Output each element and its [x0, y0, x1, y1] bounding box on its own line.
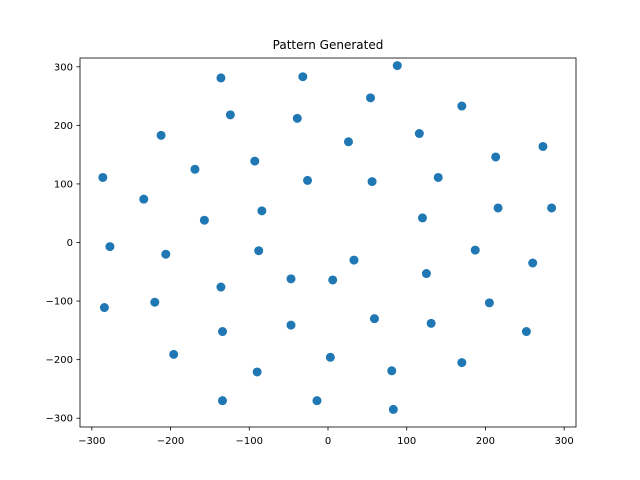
x-tick-label: −200	[157, 436, 184, 447]
scatter-point-22	[417, 213, 427, 223]
x-tick-label: 0	[325, 436, 331, 447]
scatter-point-11	[491, 152, 501, 162]
scatter-point-8	[156, 130, 166, 140]
scatter-point-5	[225, 110, 235, 120]
scatter-point-42	[169, 349, 179, 359]
scatter-point-45	[387, 366, 397, 376]
scatter-point-49	[388, 404, 398, 414]
scatter-point-20	[547, 203, 557, 213]
scatter-point-1	[216, 73, 226, 83]
scatter-point-4	[457, 101, 467, 111]
scatter-point-25	[470, 245, 480, 255]
y-tick-label: 100	[54, 179, 73, 190]
scatter-point-35	[484, 298, 494, 308]
scatter-point-38	[426, 318, 436, 328]
scatter-point-33	[216, 282, 226, 292]
scatter-point-29	[528, 258, 538, 268]
scatter-point-0	[392, 61, 402, 71]
scatter-point-36	[99, 303, 109, 313]
scatter-point-14	[98, 172, 108, 182]
scatter-point-34	[150, 297, 160, 307]
scatter-point-47	[218, 396, 228, 406]
scatter-point-6	[292, 113, 302, 123]
scatter-point-10	[538, 141, 548, 151]
scatter-point-18	[139, 194, 149, 204]
scatter-point-44	[457, 358, 467, 368]
scatter-point-24	[105, 242, 115, 252]
points-layer	[98, 61, 557, 414]
y-tick-label: 200	[54, 121, 73, 132]
scatter-point-43	[325, 352, 335, 362]
scatter-point-28	[349, 255, 359, 265]
scatter-point-27	[161, 249, 171, 259]
scatter-point-41	[521, 327, 531, 337]
scatter-point-13	[190, 164, 200, 174]
scatter-point-39	[286, 320, 296, 330]
scatter-point-12	[250, 156, 260, 166]
y-tick-label: 0	[67, 238, 73, 249]
x-tick-label: 100	[397, 436, 416, 447]
y-axis: −300 −200 −100 0 100 200 300	[46, 62, 80, 425]
y-tick-label: −300	[46, 414, 73, 425]
scatter-point-23	[199, 215, 209, 225]
scatter-point-7	[414, 129, 424, 139]
x-axis: −300 −200 −100 0 100 200 300	[78, 427, 574, 447]
y-tick-label: −100	[46, 297, 73, 308]
scatter-point-3	[366, 93, 376, 103]
y-tick-label: −200	[46, 355, 73, 366]
y-tick-label: 300	[54, 62, 73, 73]
scatter-point-15	[433, 172, 443, 182]
x-tick-label: −300	[78, 436, 105, 447]
scatter-point-37	[369, 314, 379, 324]
scatter-point-48	[312, 396, 322, 406]
scatter-point-46	[252, 367, 262, 377]
scatter-point-19	[493, 203, 503, 213]
chart-title: Pattern Generated	[273, 38, 384, 52]
scatter-point-26	[254, 246, 264, 256]
x-tick-label: −100	[236, 436, 263, 447]
scatter-point-2	[298, 72, 308, 82]
scatter-point-30	[421, 269, 431, 279]
scatter-point-9	[343, 137, 353, 147]
x-tick-label: 300	[555, 436, 574, 447]
scatter-point-17	[367, 177, 377, 187]
scatter-point-32	[328, 275, 338, 285]
scatter-point-16	[303, 175, 313, 185]
scatter-point-21	[257, 206, 267, 216]
scatter-point-31	[286, 274, 296, 284]
scatter-point-40	[218, 327, 228, 337]
x-tick-label: 200	[476, 436, 495, 447]
